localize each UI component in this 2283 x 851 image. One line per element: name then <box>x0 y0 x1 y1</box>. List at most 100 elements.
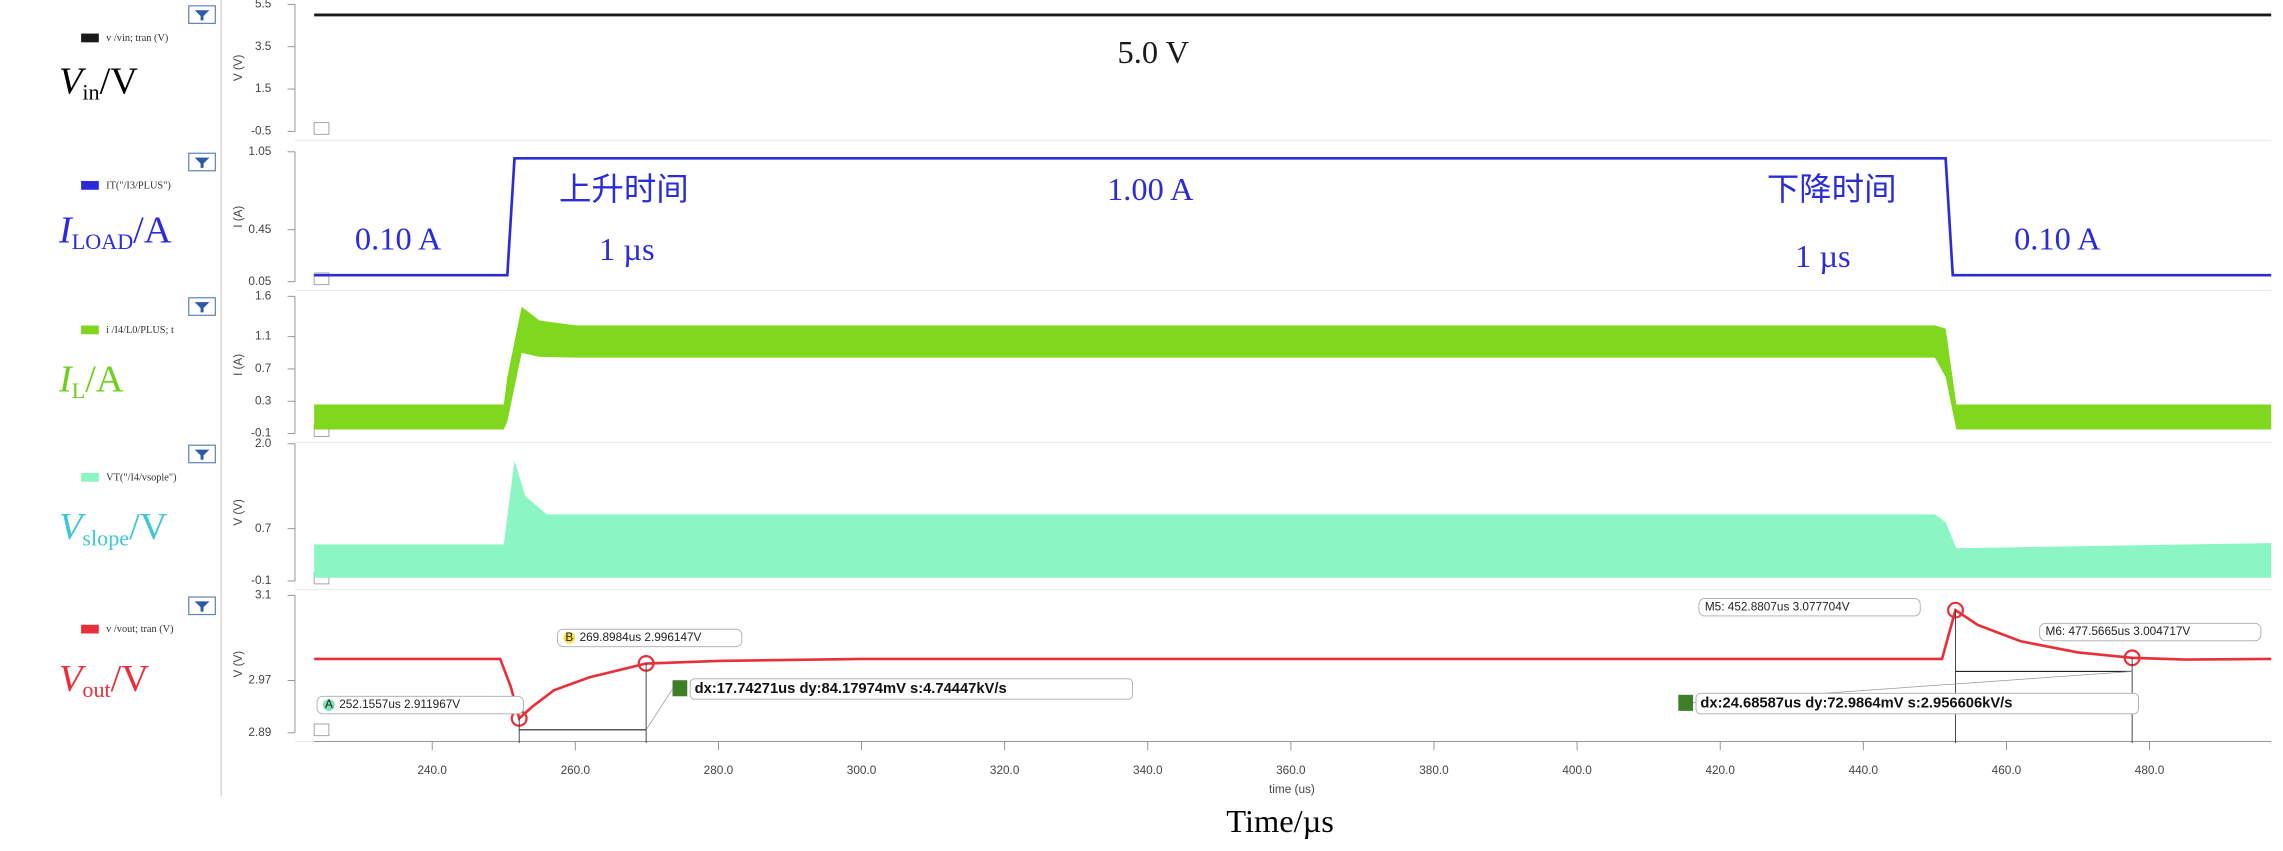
x-tick-label: 240.0 <box>417 764 447 777</box>
legend-label: v /vin; tran (V) <box>106 33 168 44</box>
annotation: 1 µs <box>599 231 655 267</box>
label-unit: /V <box>111 658 150 700</box>
y-axis-title: I (A) <box>232 206 245 228</box>
y-tick-label: 3.5 <box>255 40 272 53</box>
filter-glyph <box>194 302 210 313</box>
delta-box <box>1695 692 2139 715</box>
delta-box <box>689 678 1134 700</box>
panel-label: ILOAD/A <box>58 210 172 254</box>
x-tick-label: 380.0 <box>1419 764 1449 777</box>
x-tick-label: 360.0 <box>1276 764 1306 777</box>
legend-swatch <box>81 181 99 190</box>
signal-line <box>314 156 2272 277</box>
label-sub: slope <box>82 526 129 551</box>
annotation: 0.10 A <box>2014 221 2101 257</box>
marker-box <box>557 628 743 648</box>
label-unit: /A <box>133 210 172 252</box>
x-tick-label: 280.0 <box>704 764 734 777</box>
annotation: 上升时间 <box>559 171 689 207</box>
y-tick-label: 3.1 <box>255 589 271 602</box>
legend-swatch <box>81 325 99 335</box>
x-tick-label: 420.0 <box>1705 764 1735 777</box>
legend-label: v /vout; tran (V) <box>106 624 173 635</box>
y-axis-title: V (V) <box>232 499 245 526</box>
filter-glyph <box>194 10 210 21</box>
x-tick-label: 260.0 <box>561 764 591 777</box>
y-axis-title: V (V) <box>232 55 245 82</box>
y-tick-label: 0.3 <box>255 394 271 407</box>
legend-label: VT("/I4/vsople") <box>106 472 176 483</box>
label-unit: /A <box>85 359 124 401</box>
y-tick-label: 2.89 <box>248 726 271 739</box>
marker-tag: A <box>325 698 333 711</box>
x-tick-label: 340.0 <box>1133 764 1163 777</box>
panel-label: Vslope/V <box>59 506 168 550</box>
x-axis-label: time (us) <box>1269 783 1315 796</box>
legend-swatch <box>81 624 99 634</box>
y-tick-label: 1.05 <box>248 145 271 158</box>
signal-band <box>314 306 2272 430</box>
delta-icon <box>1678 694 1694 711</box>
marker-label: M5: 452.8807us 3.077704V <box>1705 600 1850 613</box>
label-sub: L <box>72 378 86 403</box>
y-tick-label: 2.97 <box>248 674 271 687</box>
signal-band <box>314 460 2272 578</box>
panel-label: Vin/V <box>59 60 138 104</box>
y-tick-label: -0.5 <box>251 125 272 138</box>
filter-glyph <box>194 601 210 612</box>
label-main: I <box>58 210 74 252</box>
y-axis-title: V (V) <box>232 651 245 678</box>
label-sub: out <box>82 677 110 702</box>
label-main: I <box>58 359 74 401</box>
y-tick-label: -0.1 <box>251 427 271 440</box>
annotation: 下降时间 <box>1767 171 1897 207</box>
filter-glyph <box>194 449 210 460</box>
marker-box <box>2039 622 2262 642</box>
y-tick-label: 1.1 <box>255 330 271 343</box>
y-tick-label: 1.5 <box>255 82 272 95</box>
expand-icon <box>313 122 330 135</box>
panel-label: Vout/V <box>59 658 149 702</box>
filter-glyph <box>194 157 210 168</box>
label-unit: /V <box>100 60 139 102</box>
label-main: V <box>59 658 86 700</box>
label-main: V <box>59 506 86 548</box>
y-tick-label: 0.05 <box>248 275 271 288</box>
marker-tag: B <box>565 631 573 644</box>
label-unit: /V <box>129 506 168 548</box>
legend-label: IT("/I3/PLUS") <box>106 181 171 192</box>
y-tick-label: 0.45 <box>248 223 271 236</box>
y-axis-title: I (A) <box>232 354 245 376</box>
legend-swatch <box>81 472 99 482</box>
y-tick-label: 0.7 <box>255 522 271 535</box>
x-tick-label: 320.0 <box>990 764 1020 777</box>
plot-area: 5.5 3.5 1.5 -0.5 V (V) Vin/V v /vin; tran (V) 5… <box>58 0 2272 839</box>
y-tick-label: 2.0 <box>255 437 272 450</box>
label-main: V <box>59 60 86 102</box>
marker-label: M6: 477.5665us 3.004717V <box>2046 625 2191 638</box>
marker-label: 252.1557us 2.911967V <box>339 698 460 711</box>
marker-label: 269.8984us 2.996147V <box>580 631 702 644</box>
x-axis-title: Time/µs <box>1226 803 1334 839</box>
legend-swatch <box>81 33 99 43</box>
panel-label: IL/A <box>58 359 124 403</box>
annotation: 1.00 A <box>1107 171 1194 207</box>
y-tick-label: 0.7 <box>255 362 271 375</box>
delta-leader <box>645 688 673 731</box>
y-tick-label: -0.1 <box>251 574 271 587</box>
annotation: 5.0 V <box>1118 34 1189 70</box>
legend-label: i /I4/L0/PLUS; t <box>106 325 174 336</box>
delta-label: dx:17.74271us dy:84.17974mV s:4.74447kV/… <box>695 681 1007 697</box>
marker-box <box>316 695 524 715</box>
marker-box <box>1698 598 1921 617</box>
expand-icon <box>313 723 330 737</box>
marker-tag-dot <box>322 699 335 711</box>
delta-label: dx:24.68587us dy:72.9864mV s:2.956606kV/… <box>1700 695 2012 711</box>
x-tick-label: 400.0 <box>1562 764 1592 777</box>
annotation: 1 µs <box>1795 238 1851 274</box>
y-tick-label: 5.5 <box>255 0 272 10</box>
x-tick-label: 460.0 <box>1992 764 2022 777</box>
expand-icon <box>313 272 330 286</box>
y-tick-label: 1.6 <box>255 289 271 302</box>
